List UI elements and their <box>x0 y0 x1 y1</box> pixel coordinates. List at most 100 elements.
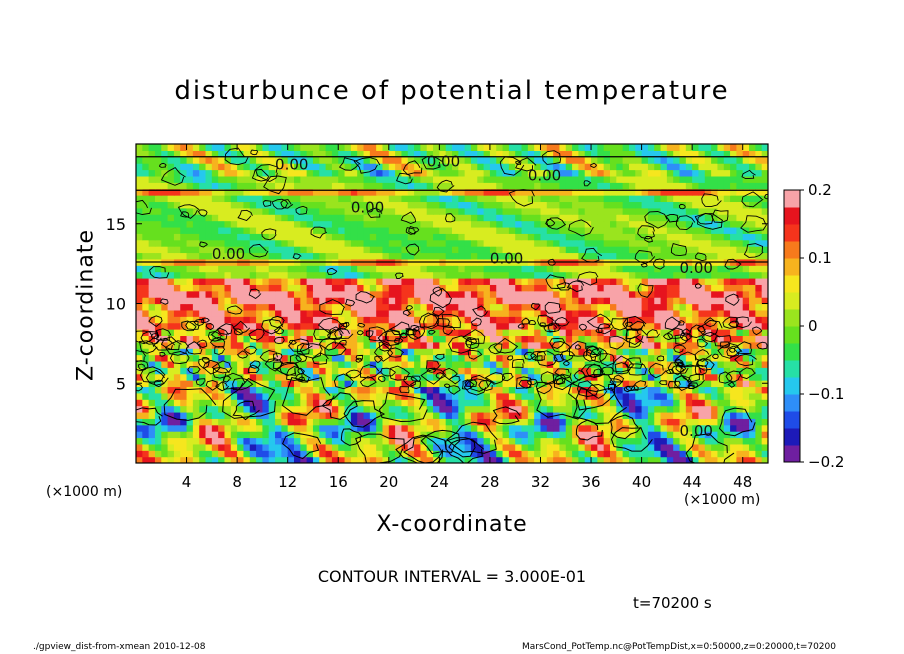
heatmap-cell <box>591 214 598 222</box>
heatmap-cell <box>199 303 207 311</box>
heatmap-cell <box>698 284 706 292</box>
heatmap-cell <box>300 226 308 234</box>
heatmap-cell <box>534 284 542 292</box>
heatmap-cell <box>597 163 605 171</box>
heatmap-cell <box>666 144 674 151</box>
heatmap-cell <box>546 226 554 234</box>
heatmap-cell <box>622 163 630 171</box>
heatmap-cell <box>584 309 592 317</box>
heatmap-cell <box>211 207 219 215</box>
heatmap-cell <box>249 443 257 451</box>
heatmap-cell <box>300 450 308 458</box>
heatmap-cell <box>616 252 624 260</box>
heatmap-cell <box>730 195 737 203</box>
heatmap-cell <box>142 411 150 419</box>
heatmap-cell <box>306 335 314 343</box>
heatmap-cell <box>515 277 523 285</box>
heatmap-cell <box>382 399 390 407</box>
heatmap-cell <box>363 309 371 317</box>
heatmap-cell <box>464 456 472 463</box>
heatmap-cell <box>439 309 447 317</box>
heatmap-cell <box>363 424 371 432</box>
heatmap-cell <box>319 182 327 190</box>
heatmap-cell <box>256 309 263 317</box>
heatmap-cell <box>401 399 409 407</box>
heatmap-cell <box>294 399 301 407</box>
heatmap-cell <box>647 443 655 451</box>
heatmap-cell <box>369 226 377 234</box>
heatmap-cell <box>249 316 257 324</box>
heatmap-cell <box>749 443 756 451</box>
heatmap-cell <box>730 443 737 451</box>
heatmap-cell <box>603 188 611 196</box>
heatmap-cell <box>407 341 415 349</box>
heatmap-cell <box>243 360 251 368</box>
heatmap-cell <box>154 437 162 445</box>
heatmap-cell <box>496 246 504 254</box>
heatmap-cell <box>679 450 687 458</box>
heatmap-cell <box>363 450 371 458</box>
heatmap-cell <box>761 271 768 279</box>
heatmap-cell <box>730 207 737 215</box>
heatmap-cell <box>350 201 358 209</box>
heatmap-cell <box>464 297 472 305</box>
heatmap-cell <box>388 456 396 463</box>
heatmap-cell <box>736 297 744 305</box>
heatmap-cell <box>527 329 535 336</box>
heatmap-cell <box>521 424 529 432</box>
heatmap-cell <box>331 411 339 419</box>
heatmap-cell <box>275 424 282 432</box>
heatmap-cell <box>433 392 440 400</box>
heatmap-cell <box>445 399 453 407</box>
heatmap-cell <box>363 182 371 190</box>
heatmap-cell <box>338 297 346 305</box>
heatmap-cell <box>186 233 194 241</box>
heatmap-cell <box>249 163 257 171</box>
heatmap-cell <box>281 284 289 292</box>
heatmap-cell <box>439 348 447 356</box>
heatmap-cell <box>508 239 516 247</box>
heatmap-cell <box>439 284 447 292</box>
heatmap-cell <box>148 252 156 260</box>
heatmap-cell <box>603 316 611 324</box>
heatmap-cell <box>723 239 731 247</box>
heatmap-cell <box>559 150 567 158</box>
heatmap-cell <box>572 239 579 247</box>
heatmap-cell <box>357 450 365 458</box>
heatmap-cell <box>319 201 327 209</box>
heatmap-cell <box>553 175 561 183</box>
heatmap-cell <box>407 450 415 458</box>
heatmap-cell <box>136 246 143 254</box>
heatmap-cell <box>173 380 181 388</box>
heatmap-cell <box>749 341 756 349</box>
heatmap-cell <box>344 303 352 311</box>
heatmap-cell <box>300 277 308 285</box>
heatmap-cell <box>268 214 276 222</box>
heatmap-cell <box>603 284 611 292</box>
heatmap-cell <box>350 226 358 234</box>
heatmap-cell <box>723 290 731 298</box>
heatmap-cell <box>218 175 226 183</box>
heatmap-cell <box>306 341 314 349</box>
heatmap-cell <box>628 450 636 458</box>
heatmap-cell <box>591 437 598 445</box>
heatmap-cell <box>414 456 421 463</box>
heatmap-cell <box>666 233 674 241</box>
heatmap-cell <box>610 214 617 222</box>
heatmap-cell <box>666 316 674 324</box>
heatmap-cell <box>470 188 478 196</box>
heatmap-cell <box>281 418 289 426</box>
heatmap-cell <box>711 156 719 164</box>
heatmap-cell <box>578 290 586 298</box>
heatmap-cell <box>521 386 529 394</box>
heatmap-cell <box>426 360 434 368</box>
heatmap-cell <box>180 214 188 222</box>
heatmap-cell <box>723 226 731 234</box>
heatmap-cell <box>578 214 586 222</box>
heatmap-cell <box>559 163 567 171</box>
heatmap-cell <box>578 297 586 305</box>
heatmap-cell <box>685 373 693 381</box>
heatmap-cell <box>717 437 725 445</box>
heatmap-cell <box>186 239 194 247</box>
heatmap-cell <box>445 354 453 362</box>
